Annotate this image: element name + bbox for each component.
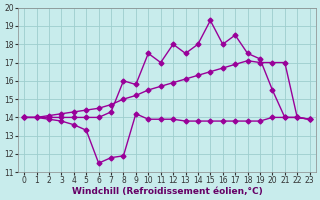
X-axis label: Windchill (Refroidissement éolien,°C): Windchill (Refroidissement éolien,°C) [72, 187, 262, 196]
